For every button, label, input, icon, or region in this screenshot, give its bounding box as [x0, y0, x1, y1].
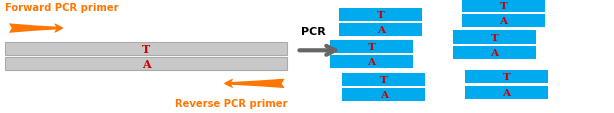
FancyBboxPatch shape: [340, 24, 422, 37]
FancyBboxPatch shape: [343, 88, 425, 101]
Text: A: A: [376, 26, 385, 35]
FancyBboxPatch shape: [465, 86, 548, 99]
Text: Reverse PCR primer: Reverse PCR primer: [175, 99, 287, 108]
FancyBboxPatch shape: [5, 42, 287, 55]
FancyBboxPatch shape: [453, 46, 535, 59]
FancyBboxPatch shape: [330, 40, 413, 53]
Text: PCR: PCR: [301, 27, 325, 37]
Text: T: T: [380, 75, 387, 84]
Text: A: A: [502, 88, 511, 97]
Text: T: T: [500, 2, 507, 11]
FancyBboxPatch shape: [462, 0, 545, 13]
Text: A: A: [367, 57, 376, 66]
FancyBboxPatch shape: [5, 58, 287, 71]
Text: Forward PCR primer: Forward PCR primer: [5, 3, 119, 13]
Text: A: A: [379, 90, 388, 99]
Text: T: T: [368, 42, 375, 51]
Text: T: T: [491, 33, 498, 42]
Text: A: A: [142, 59, 150, 69]
FancyBboxPatch shape: [340, 9, 422, 22]
Text: T: T: [503, 73, 510, 82]
FancyBboxPatch shape: [343, 73, 425, 86]
FancyBboxPatch shape: [453, 31, 535, 44]
Text: A: A: [499, 17, 508, 26]
FancyBboxPatch shape: [465, 71, 548, 84]
FancyBboxPatch shape: [330, 55, 413, 68]
Text: A: A: [490, 48, 499, 57]
FancyBboxPatch shape: [462, 15, 545, 28]
Text: T: T: [142, 44, 150, 54]
Text: T: T: [377, 11, 384, 20]
